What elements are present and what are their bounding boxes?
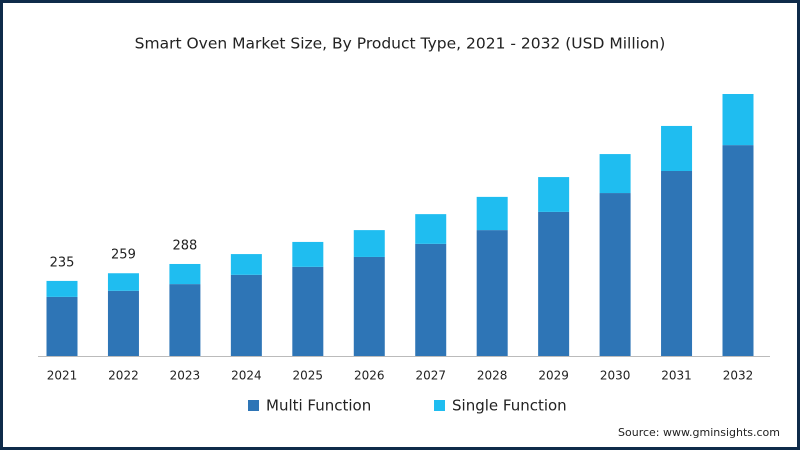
bar-segment (722, 94, 754, 146)
x-tick-label: 2031 (661, 369, 692, 383)
bar-segment (292, 241, 324, 267)
x-tick-label: 2032 (723, 369, 754, 383)
bar-segment (353, 256, 385, 356)
x-tick-label: 2022 (108, 369, 139, 383)
bar-segment (46, 280, 78, 297)
legend-label: Single Function (452, 397, 567, 415)
x-tick-label: 2024 (231, 369, 262, 383)
bar-segment (292, 266, 324, 356)
total-label: 259 (111, 248, 136, 263)
bar-segment (415, 214, 447, 244)
x-tick-label: 2021 (47, 369, 78, 383)
legend-swatch (434, 400, 445, 411)
bar-segment (107, 290, 139, 356)
total-label: 235 (50, 255, 75, 270)
x-tick-label: 2027 (415, 369, 446, 383)
x-tick-label: 2026 (354, 369, 385, 383)
bar-segment (169, 263, 201, 285)
bar-segment (230, 254, 262, 275)
bar-segment (415, 243, 447, 356)
chart-title: Smart Oven Market Size, By Product Type,… (135, 35, 666, 53)
x-tick-label: 2025 (293, 369, 324, 383)
x-tick-label: 2023 (170, 369, 201, 383)
bar-segment (661, 171, 693, 356)
total-label: 288 (172, 238, 197, 253)
bar-segment (476, 230, 508, 356)
bar-segment (538, 211, 570, 356)
bar-segment (599, 154, 631, 194)
legend-swatch (248, 400, 259, 411)
bar-segment (538, 177, 570, 212)
x-tick-label: 2028 (477, 369, 508, 383)
x-tick-label: 2030 (600, 369, 631, 383)
bar-segment (353, 230, 385, 257)
legend-label: Multi Function (266, 397, 371, 415)
bar-segment (661, 125, 693, 172)
bar-segment (230, 274, 262, 356)
bar-segment (169, 284, 201, 356)
bar-segment (599, 193, 631, 356)
bar-segment (46, 296, 78, 356)
source: Source: www.gminsights.com (618, 426, 780, 439)
bar-segment (476, 196, 508, 231)
bar-segment (722, 145, 754, 356)
x-tick-label: 2029 (538, 369, 569, 383)
bar-segment (107, 273, 139, 291)
